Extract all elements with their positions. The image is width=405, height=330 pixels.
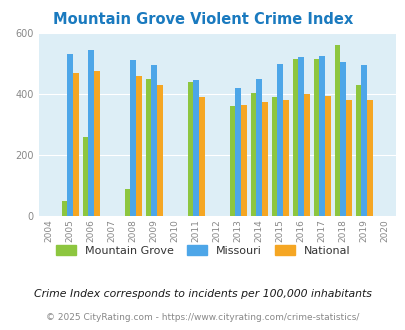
Bar	[94, 71, 99, 216]
Bar	[282, 100, 288, 216]
Bar	[130, 60, 136, 216]
Bar	[256, 80, 262, 216]
Bar	[271, 97, 277, 216]
Bar	[145, 79, 151, 216]
Bar	[88, 50, 94, 216]
Legend: Mountain Grove, Missouri, National: Mountain Grove, Missouri, National	[51, 241, 354, 260]
Bar	[187, 82, 193, 216]
Bar	[360, 65, 366, 216]
Bar	[340, 62, 345, 216]
Bar	[277, 63, 282, 216]
Bar	[319, 56, 324, 216]
Bar	[151, 65, 157, 216]
Bar	[235, 88, 241, 216]
Bar	[67, 54, 73, 216]
Bar	[262, 102, 267, 216]
Bar	[303, 94, 309, 216]
Bar	[193, 80, 198, 216]
Bar	[229, 106, 235, 216]
Bar	[241, 105, 246, 216]
Text: © 2025 CityRating.com - https://www.cityrating.com/crime-statistics/: © 2025 CityRating.com - https://www.city…	[46, 313, 359, 322]
Bar	[334, 45, 340, 216]
Bar	[157, 85, 162, 216]
Bar	[73, 73, 79, 216]
Bar	[324, 96, 330, 216]
Bar	[355, 85, 360, 216]
Bar	[136, 76, 141, 216]
Bar	[366, 100, 372, 216]
Bar	[250, 92, 256, 216]
Bar	[345, 100, 351, 216]
Bar	[198, 97, 204, 216]
Bar	[124, 189, 130, 216]
Text: Crime Index corresponds to incidents per 100,000 inhabitants: Crime Index corresponds to incidents per…	[34, 289, 371, 299]
Bar	[313, 59, 319, 216]
Bar	[292, 59, 298, 216]
Bar	[298, 57, 303, 216]
Text: Mountain Grove Violent Crime Index: Mountain Grove Violent Crime Index	[53, 12, 352, 26]
Bar	[62, 201, 67, 216]
Bar	[82, 137, 88, 216]
